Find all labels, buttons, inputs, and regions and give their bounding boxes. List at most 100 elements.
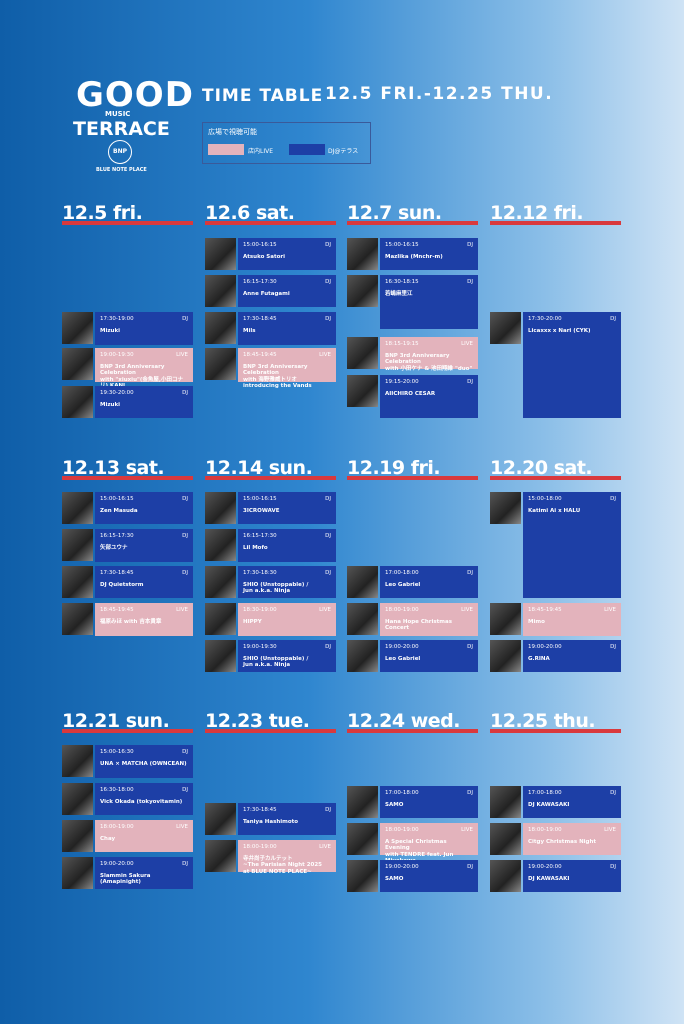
slot-box: 15:00-18:00 DJ Katimi Ai x HALU: [523, 492, 621, 598]
slot-time: 18:45-19:45: [243, 352, 277, 358]
logo-badge: BNP: [108, 140, 132, 164]
slot-type: DJ: [182, 787, 188, 793]
slot-time: 19:00-20:00: [385, 644, 419, 650]
artist-photo: [62, 492, 93, 524]
slot-type: DJ: [325, 644, 331, 650]
slot-type: DJ: [325, 316, 331, 322]
slot-header: 19:00-20:00 DJ: [100, 861, 188, 868]
slot-type: DJ: [325, 242, 331, 248]
legend-swatch-live: [208, 144, 244, 155]
logo-place: BLUE NOTE PLACE: [96, 167, 147, 173]
slot-type: LIVE: [604, 827, 616, 833]
slot-header: 16:15-17:30 DJ: [243, 279, 331, 286]
slot-header: 18:00-19:00 LIVE: [385, 607, 473, 614]
slot-box: 18:00-19:00 LIVE Hana Hope Christmas Conce…: [380, 603, 478, 636]
slot-header: 18:45-19:45 LIVE: [528, 607, 616, 614]
slot-name: DJ Quietstorm: [100, 581, 144, 588]
slot-name: Mimo: [528, 618, 545, 625]
slot-name: Leo Gabriel: [385, 581, 421, 588]
artist-photo: [347, 603, 378, 635]
header-title: TIME TABLE: [202, 86, 324, 106]
day-underline: [490, 221, 621, 225]
artist-photo: [62, 820, 93, 852]
slot-header: 18:00-19:00 LIVE: [528, 827, 616, 834]
slot-header: 18:45-19:45 LIVE: [243, 352, 331, 359]
slot-type: DJ: [182, 570, 188, 576]
header-dates: 12.5 FRI.-12.25 THU.: [325, 84, 554, 104]
slot-type: LIVE: [319, 352, 331, 358]
slot-time: 18:00-19:00: [385, 827, 419, 833]
artist-photo: [347, 275, 378, 307]
slot-time: 17:30-18:45: [243, 316, 277, 322]
logo-good: GOOD: [76, 75, 194, 115]
artist-photo: [62, 312, 93, 344]
day-date: 12.23 tue.: [205, 710, 310, 732]
artist-photo: [347, 823, 378, 855]
slot-type: DJ: [610, 496, 616, 502]
slot-box: 19:00-19:30 LIVE BNP 3rd Anniversary Celeb…: [95, 348, 193, 402]
artist-photo: [62, 529, 93, 561]
slot-box: 17:00-18:00 DJ Leo Gabriel: [380, 566, 478, 598]
slot-time: 19:00-20:00: [528, 864, 562, 870]
slot-time: 15:00-16:15: [243, 496, 277, 502]
artist-photo: [205, 840, 236, 872]
slot-name: Taniya Hashimoto: [243, 818, 299, 825]
slot-box: 16:15-17:30 DJ 矢部ユウナ: [95, 529, 193, 562]
day-date: 12.13 sat.: [62, 457, 165, 479]
slot-header: 18:00-19:00 LIVE: [243, 844, 331, 851]
slot-name: Katimi Ai x HALU: [528, 507, 581, 514]
slot-box: 18:45-19:45 LIVE BNP 3rd Anniversary Celeb…: [238, 348, 336, 389]
slot-time: 18:45-19:45: [100, 607, 134, 613]
slot-type: DJ: [325, 807, 331, 813]
slot-name: Slammin Sakura (Amapinight): [100, 872, 151, 886]
slot-time: 17:00-18:00: [528, 790, 562, 796]
slot-name: Chay: [100, 835, 116, 842]
slot-time: 19:00-19:30: [100, 352, 134, 358]
day-underline: [62, 221, 193, 225]
slot-time: 17:00-18:00: [385, 790, 419, 796]
slot-type: DJ: [467, 279, 473, 285]
slot-time: 18:00-19:00: [243, 844, 277, 850]
slot-name: 福原みほ with 吉本貴章: [100, 618, 162, 625]
artist-photo: [490, 603, 521, 635]
slot-name: BNP 3rd Anniversary Celebration with 海野雅…: [243, 363, 312, 390]
slot-type: DJ: [325, 533, 331, 539]
slot-time: 17:30-18:45: [100, 570, 134, 576]
slot-name: Hana Hope Christmas Concert: [385, 618, 452, 632]
day-date: 12.19 fri.: [347, 457, 441, 479]
slot-header: 19:00-20:00 DJ: [528, 864, 616, 871]
slot-box: 17:30-18:30 DJ SHIO (Unstoppable) / Jun a.…: [238, 566, 336, 598]
slot-time: 19:00-19:30: [243, 644, 277, 650]
slot-header: 19:30-20:00 DJ: [100, 390, 188, 397]
artist-photo: [490, 823, 521, 855]
slot-name: AIICHIRO CESAR: [385, 390, 436, 397]
slot-name: Anne Futagami: [243, 290, 290, 297]
day-underline: [205, 729, 336, 733]
slot-time: 18:00-19:00: [100, 824, 134, 830]
slot-time: 19:30-20:00: [100, 390, 134, 396]
artist-photo: [205, 640, 236, 672]
day-underline: [347, 476, 478, 480]
slot-box: 15:00-16:15 DJ Mazlika (Mnchr-m): [380, 238, 478, 270]
artist-photo: [62, 745, 93, 777]
slot-name: 3ICROWAVE: [243, 507, 280, 514]
slot-box: 18:15-19:15 LIVE BNP 3rd Anniversary Celeb…: [380, 337, 478, 372]
slot-time: 18:15-19:15: [385, 341, 419, 347]
slot-time: 16:30-18:15: [385, 279, 419, 285]
slot-time: 17:30-20:00: [528, 316, 562, 322]
slot-name: Licaxxx x Nari (CYK): [528, 327, 591, 334]
slot-name: SHIO (Unstoppable) / Jun a.k.a. Ninja: [243, 655, 309, 669]
day-underline: [205, 476, 336, 480]
slot-name: G.RINA: [528, 655, 550, 662]
slot-type: DJ: [467, 570, 473, 576]
legend-swatch-dj: [289, 144, 325, 155]
day-date: 12.5 fri.: [62, 202, 143, 224]
legend-dj: DJ@テラス: [328, 148, 359, 155]
day-date: 12.14 sun.: [205, 457, 313, 479]
slot-name: Leo Gabriel: [385, 655, 421, 662]
slot-name: 矢部ユウナ: [100, 544, 128, 551]
slot-time: 18:00-19:00: [385, 607, 419, 613]
slot-header: 17:30-20:00 DJ: [528, 316, 616, 323]
slot-time: 15:00-16:15: [100, 496, 134, 502]
artist-photo: [205, 348, 236, 380]
